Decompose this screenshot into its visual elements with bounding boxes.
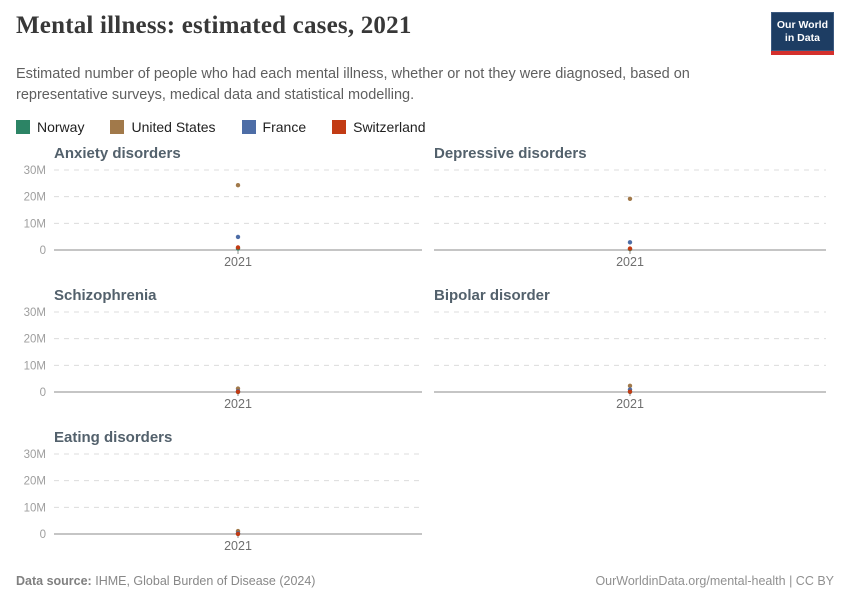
y-tick-label: 20M: [24, 334, 46, 346]
chart-footer: Data source: IHME, Global Burden of Dise…: [16, 574, 834, 588]
legend: Norway United States France Switzerland: [16, 119, 834, 135]
y-tick-label: 0: [40, 245, 46, 257]
facet-bipolar-disorder: Bipolar disorder 2021: [428, 287, 834, 419]
y-tick-label: 30M: [24, 165, 46, 177]
data-point-united-states[interactable]: [235, 183, 241, 188]
legend-item-norway[interactable]: Norway: [16, 119, 84, 135]
data-source-value: IHME, Global Burden of Disease (2024): [95, 574, 316, 588]
data-source-note: Data source: IHME, Global Burden of Dise…: [16, 574, 315, 588]
y-tick-label: 10M: [24, 361, 46, 373]
data-point-united-states[interactable]: [627, 196, 633, 202]
license-note: OurWorldinData.org/mental-health | CC BY: [595, 574, 834, 588]
legend-item-united-states[interactable]: United States: [110, 119, 216, 136]
data-point-switzerland[interactable]: [627, 246, 633, 252]
chart-subtitle: Estimated number of people who had each …: [16, 66, 690, 104]
legend-label: Norway: [37, 119, 85, 136]
owid-logo[interactable]: Our World in Data: [770, 12, 834, 56]
legend-swatch: [16, 120, 30, 135]
data-point-france[interactable]: [235, 235, 241, 240]
legend-item-france[interactable]: France: [241, 119, 307, 136]
facet-anxiety-disorders: Anxiety disorders 0 10M 20M 30M 2021: [16, 145, 428, 277]
legend-item-switzerland[interactable]: Switzerland: [332, 119, 425, 135]
facet-eating-disorders: Eating disorders 0 10M 20M 30M 2021: [16, 429, 428, 561]
facet-plot: 0 10M 20M 30M 2021: [24, 307, 422, 411]
data-point-switzerland[interactable]: [627, 389, 633, 395]
facet-grid: Anxiety disorders 0 10M 20M 30M 2021 Depressiv…: [16, 145, 834, 561]
facet-schizophrenia: Schizophrenia 0 10M 20M 30M 2021: [16, 287, 428, 419]
legend-swatch: [332, 120, 347, 135]
legend-label: United States: [131, 119, 216, 136]
y-tick-label: 0: [40, 529, 46, 541]
data-point-france[interactable]: [627, 240, 633, 245]
data-source-label: Data source:: [16, 574, 92, 588]
legend-swatch: [110, 120, 125, 135]
data-point-switzerland[interactable]: [235, 531, 241, 537]
owid-logo-line1: Our World: [776, 19, 828, 31]
x-tick-label: 2021: [616, 397, 644, 411]
x-tick-label: 2021: [616, 255, 644, 269]
x-tick-label: 2021: [224, 539, 252, 553]
legend-label: France: [262, 119, 307, 136]
y-tick-label: 10M: [24, 503, 46, 515]
facet-plot: 0 10M 20M 30M 2021: [24, 165, 422, 269]
owid-url[interactable]: OurWorldinData.org/mental-health: [595, 574, 786, 588]
y-tick-label: 20M: [24, 192, 46, 204]
legend-swatch: [241, 120, 256, 135]
data-point-switzerland[interactable]: [235, 245, 241, 250]
facet-title: Eating disorders: [54, 429, 173, 447]
y-tick-label: 10M: [24, 219, 46, 231]
legend-label: Switzerland: [353, 119, 426, 136]
y-tick-label: 0: [40, 387, 46, 399]
y-tick-label: 20M: [24, 476, 46, 488]
facet-title: Bipolar disorder: [434, 287, 550, 305]
license-separator: |: [789, 574, 793, 588]
facet-title: Anxiety disorders: [54, 145, 181, 163]
data-point-switzerland[interactable]: [235, 389, 241, 395]
x-tick-label: 2021: [224, 255, 252, 269]
y-tick-label: 30M: [24, 307, 46, 319]
chart-header: Mental illness: estimated cases, 2021 Ou…: [16, 12, 834, 56]
facet-title: Schizophrenia: [54, 287, 157, 305]
chart-title: Mental illness: estimated cases, 2021: [16, 12, 412, 39]
owid-logo-line2: in Data: [784, 32, 820, 45]
license-label[interactable]: CC BY: [795, 574, 834, 588]
facet-plot: 0 10M 20M 30M 2021: [24, 449, 422, 553]
facet-title: Depressive disorders: [434, 145, 587, 163]
facet-plot: 2021: [434, 169, 826, 269]
facet-plot: 2021: [434, 311, 826, 411]
x-tick-label: 2021: [224, 397, 252, 411]
facet-depressive-disorders: Depressive disorders 2021: [428, 145, 834, 277]
y-tick-label: 30M: [24, 449, 46, 461]
data-point-united-states[interactable]: [627, 383, 633, 389]
